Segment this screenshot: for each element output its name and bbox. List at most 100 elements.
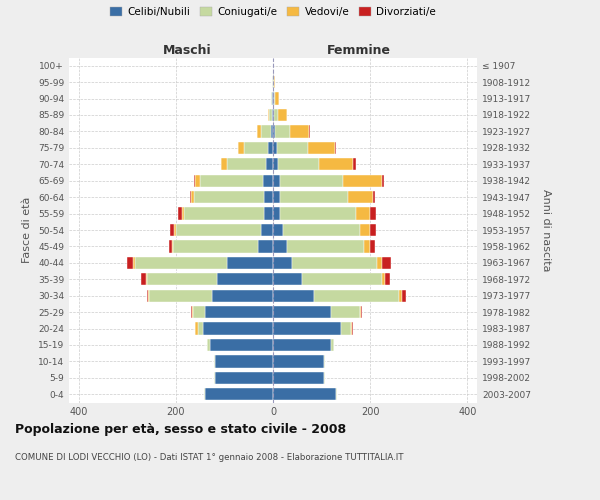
Bar: [221, 158, 227, 170]
Bar: [184, 208, 264, 220]
Bar: [356, 208, 370, 220]
Bar: [272, 109, 273, 121]
Bar: [134, 256, 227, 269]
Bar: [319, 158, 353, 170]
Bar: [259, 240, 273, 252]
Bar: [172, 240, 173, 252]
Bar: [149, 290, 212, 302]
Bar: [257, 126, 261, 138]
Bar: [280, 208, 356, 220]
Bar: [141, 273, 146, 285]
Bar: [273, 208, 280, 220]
Bar: [194, 174, 195, 187]
Bar: [176, 224, 261, 236]
Bar: [148, 290, 149, 302]
Bar: [377, 256, 382, 269]
Bar: [147, 290, 148, 302]
Bar: [273, 322, 341, 334]
Bar: [175, 224, 176, 236]
Bar: [273, 174, 280, 187]
Bar: [336, 388, 337, 400]
Bar: [361, 306, 362, 318]
Bar: [227, 158, 266, 170]
Bar: [203, 322, 273, 334]
Text: COMUNE DI LODI VECCHIO (LO) - Dati ISTAT 1° gennaio 2008 - Elaborazione TUTTITAL: COMUNE DI LODI VECCHIO (LO) - Dati ISTAT…: [15, 452, 404, 462]
Y-axis label: Fasce di età: Fasce di età: [22, 197, 32, 263]
Bar: [273, 356, 324, 368]
Bar: [268, 109, 269, 121]
Bar: [266, 158, 273, 170]
Bar: [273, 388, 336, 400]
Text: Femmine: Femmine: [326, 44, 391, 57]
Bar: [385, 273, 389, 285]
Bar: [169, 240, 172, 252]
Bar: [324, 372, 325, 384]
Bar: [273, 273, 302, 285]
Bar: [290, 126, 310, 138]
Bar: [280, 191, 348, 203]
Bar: [352, 322, 353, 334]
Bar: [287, 240, 364, 252]
Bar: [273, 306, 331, 318]
Bar: [331, 339, 334, 351]
Bar: [198, 322, 203, 334]
Bar: [278, 158, 319, 170]
Bar: [210, 339, 273, 351]
Bar: [261, 224, 273, 236]
Bar: [271, 92, 272, 104]
Bar: [208, 339, 210, 351]
Bar: [147, 273, 217, 285]
Bar: [370, 224, 376, 236]
Bar: [217, 273, 273, 285]
Bar: [273, 372, 324, 384]
Bar: [205, 306, 273, 318]
Bar: [182, 208, 184, 220]
Bar: [191, 191, 194, 203]
Bar: [382, 273, 385, 285]
Bar: [215, 372, 273, 384]
Bar: [273, 224, 283, 236]
Bar: [173, 240, 259, 252]
Bar: [264, 208, 273, 220]
Legend: Celibi/Nubili, Coniugati/e, Vedovi/e, Divorziati/e: Celibi/Nubili, Coniugati/e, Vedovi/e, Di…: [106, 2, 440, 22]
Bar: [324, 356, 325, 368]
Bar: [192, 306, 193, 318]
Bar: [273, 109, 274, 121]
Bar: [348, 191, 373, 203]
Bar: [341, 322, 351, 334]
Bar: [268, 142, 273, 154]
Bar: [382, 256, 391, 269]
Y-axis label: Anni di nascita: Anni di nascita: [541, 188, 551, 271]
Bar: [205, 388, 273, 400]
Bar: [170, 224, 175, 236]
Bar: [214, 372, 215, 384]
Bar: [204, 388, 205, 400]
Bar: [273, 142, 277, 154]
Bar: [278, 109, 287, 121]
Bar: [178, 208, 182, 220]
Bar: [370, 240, 375, 252]
Bar: [335, 142, 336, 154]
Bar: [261, 126, 271, 138]
Text: Maschi: Maschi: [163, 44, 212, 57]
Bar: [133, 256, 134, 269]
Bar: [273, 126, 275, 138]
Bar: [283, 224, 361, 236]
Bar: [273, 290, 314, 302]
Bar: [273, 191, 280, 203]
Bar: [212, 290, 273, 302]
Bar: [274, 76, 275, 88]
Bar: [273, 92, 274, 104]
Bar: [275, 126, 290, 138]
Bar: [214, 356, 215, 368]
Bar: [272, 92, 273, 104]
Bar: [277, 142, 308, 154]
Bar: [190, 191, 191, 203]
Bar: [244, 142, 268, 154]
Bar: [361, 224, 370, 236]
Bar: [331, 306, 361, 318]
Bar: [364, 240, 370, 252]
Bar: [275, 92, 279, 104]
Bar: [274, 109, 278, 121]
Bar: [373, 191, 375, 203]
